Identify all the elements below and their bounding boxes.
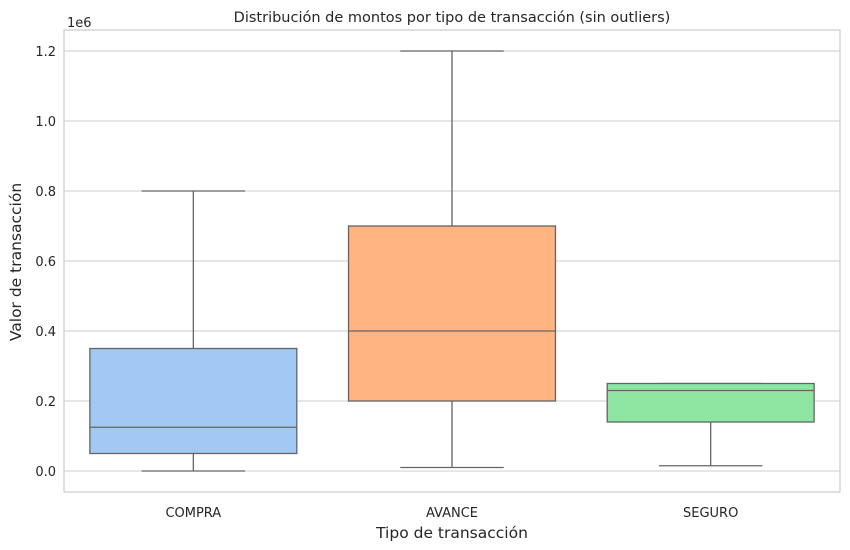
y-tick-label: 0.4 [35, 325, 56, 340]
chart-title: Distribución de montos por tipo de trans… [234, 10, 671, 26]
box-seguro [606, 382, 815, 467]
y-axis-label: Valor de transacción [7, 183, 25, 341]
y-offset-label: 1e6 [67, 16, 92, 31]
x-tick-label: AVANCE [426, 506, 478, 521]
box-compra [89, 190, 298, 472]
x-tick-label: SEGURO [683, 506, 738, 521]
y-tick-label: 1.2 [35, 45, 56, 60]
plot-frame [63, 29, 841, 493]
y-tick-label: 0.8 [35, 185, 56, 200]
y-tick-label: 1.0 [35, 115, 56, 130]
y-tick-label: 0.6 [35, 255, 56, 270]
box-iqr [606, 382, 815, 423]
box-layer [89, 50, 815, 472]
y-tick-labels: 0.0 0.2 0.4 0.6 0.8 1.0 1.2 [35, 45, 56, 480]
y-tick-label: 0.2 [35, 395, 56, 410]
x-tick-labels: COMPRA AVANCE SEGURO [165, 506, 738, 521]
x-tick-label: COMPRA [165, 506, 221, 521]
box-iqr [89, 347, 298, 455]
box-avance [347, 50, 557, 469]
box-iqr [347, 225, 557, 402]
y-tick-label: 0.0 [35, 465, 56, 480]
x-axis-label: Tipo de transacción [375, 524, 528, 542]
